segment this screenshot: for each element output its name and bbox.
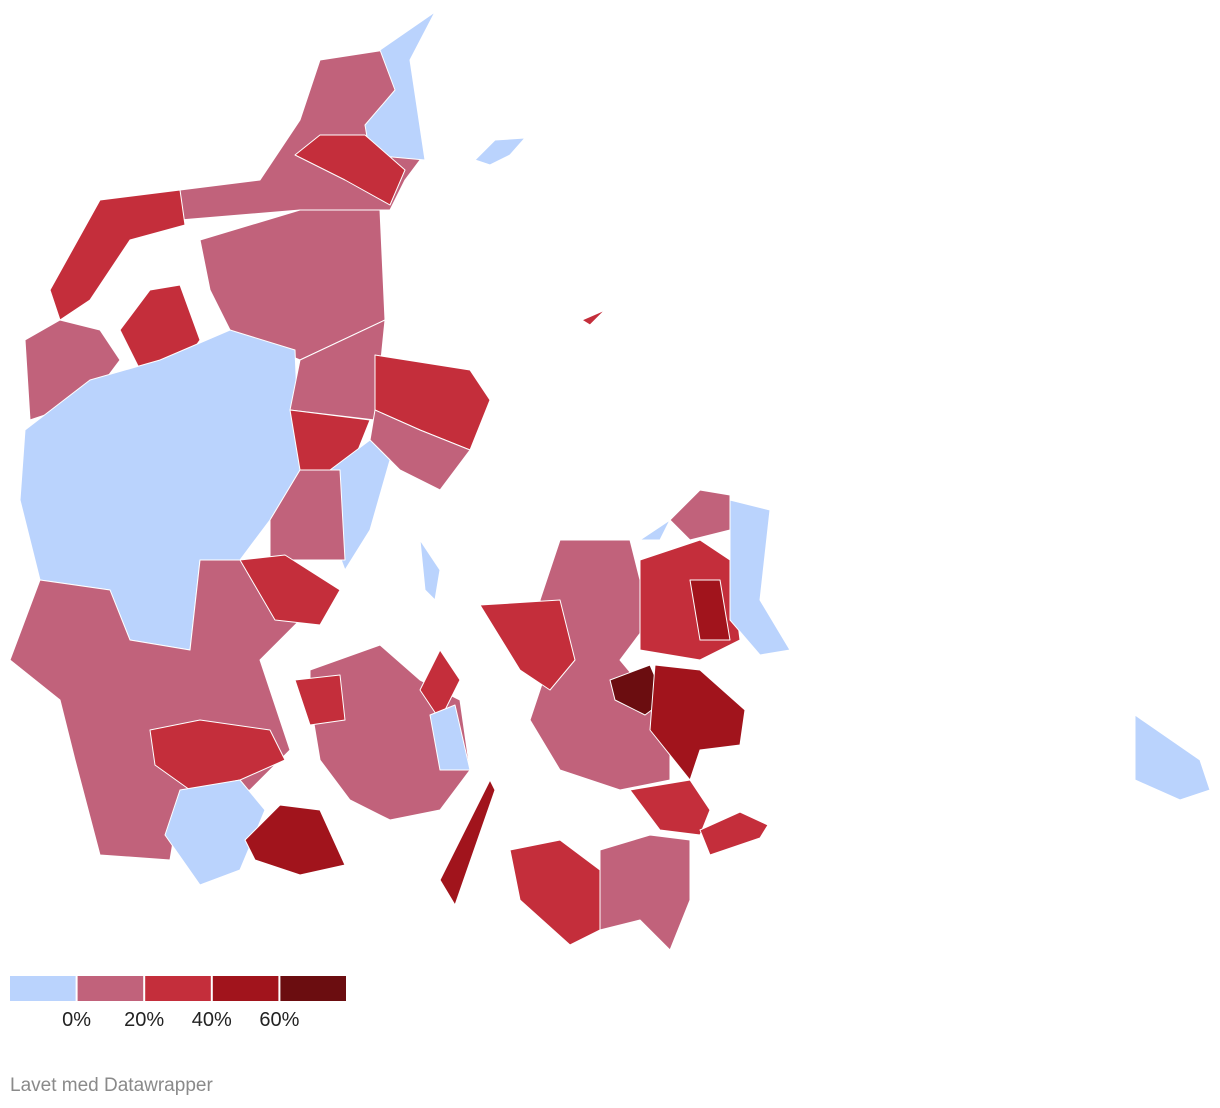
region [581,309,606,326]
legend-swatch [10,976,76,1001]
legend-swatch [280,976,346,1001]
region [669,489,731,541]
region [729,499,791,656]
region [419,649,461,721]
region [639,519,671,541]
map [9,11,1211,951]
region [164,779,266,886]
footer: Lavet med Datawrapper [10,1075,213,1096]
region [474,137,526,166]
region [479,599,576,691]
legend-label: 40% [192,1009,232,1031]
region [639,539,741,661]
region [294,134,406,206]
region [24,319,121,421]
region [244,804,346,876]
legend: 0% 20% 40% 60% [10,976,346,1031]
region [439,779,496,906]
region [689,579,731,641]
region [49,189,186,321]
region [699,811,769,856]
region [599,834,691,951]
legend-swatch [77,976,144,1001]
region [364,11,436,161]
region [649,664,746,781]
region [239,554,341,626]
region [419,539,441,601]
region [1134,714,1211,801]
legend-swatch [145,976,211,1001]
region [629,779,711,836]
legend-swatch [212,976,279,1001]
region [149,719,286,791]
legend-label: 60% [259,1009,299,1031]
region [269,469,346,561]
legend-label: 0% [62,1009,91,1031]
region [294,674,346,726]
region [429,704,471,771]
legend-label: 20% [124,1009,164,1031]
region [509,839,601,946]
